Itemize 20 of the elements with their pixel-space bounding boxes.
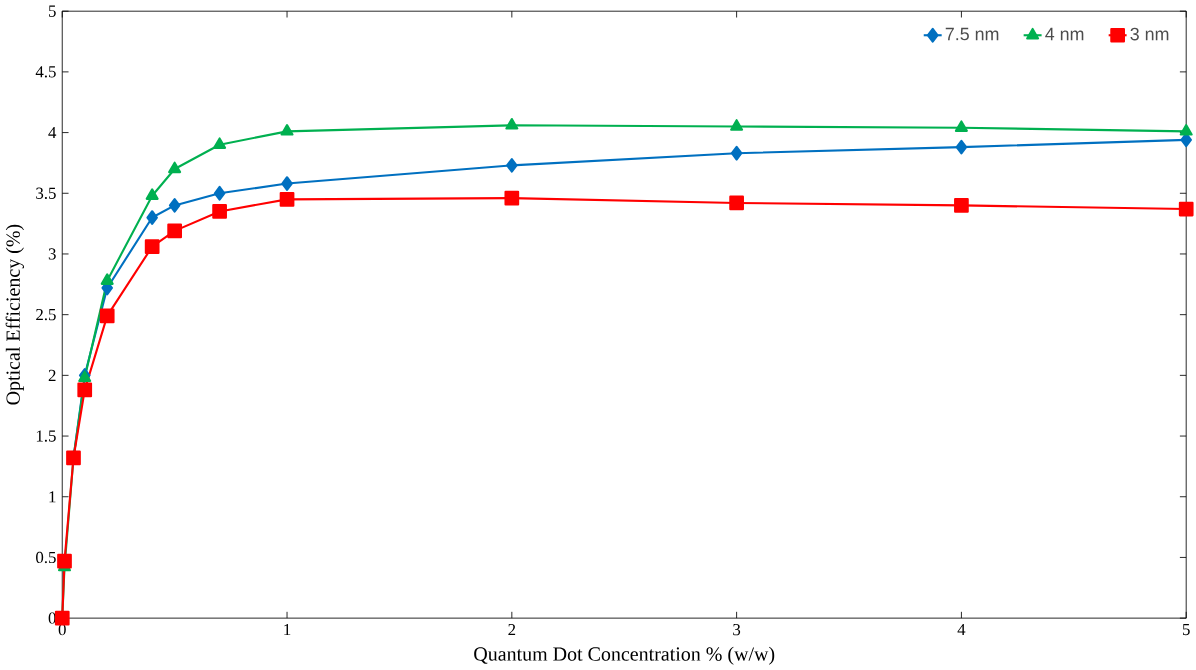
y-tick-label: 3 [48,248,56,260]
y-tick-label: 2.5 [36,308,56,321]
legend-label: 7.5 nm [945,27,999,41]
y-tick-label: 1 [49,490,56,503]
legend-label: 4 nm [1045,27,1084,40]
x-tick-label: 4 [957,623,966,635]
x-tick-label: 3 [733,623,741,636]
y-tick-label: 2 [48,369,56,381]
y-tick-label: 3.5 [36,187,56,199]
x-axis-title: Quantum Dot Concentration % (w/w) [474,646,775,665]
y-tick-label: 5 [49,5,56,17]
y-axis-title: Optical Efficiency (%) [5,224,24,405]
y-tick-label: 4 [48,126,57,138]
x-tick-label: 2 [508,623,516,635]
y-tick-label: 0.5 [36,551,56,563]
legend-label: 3 nm [1130,27,1169,41]
y-tick-label: 4.5 [35,66,56,78]
x-tick-label: 5 [1182,623,1190,635]
y-tick-label: 1.5 [36,430,56,442]
x-tick-label: 1 [284,623,291,635]
